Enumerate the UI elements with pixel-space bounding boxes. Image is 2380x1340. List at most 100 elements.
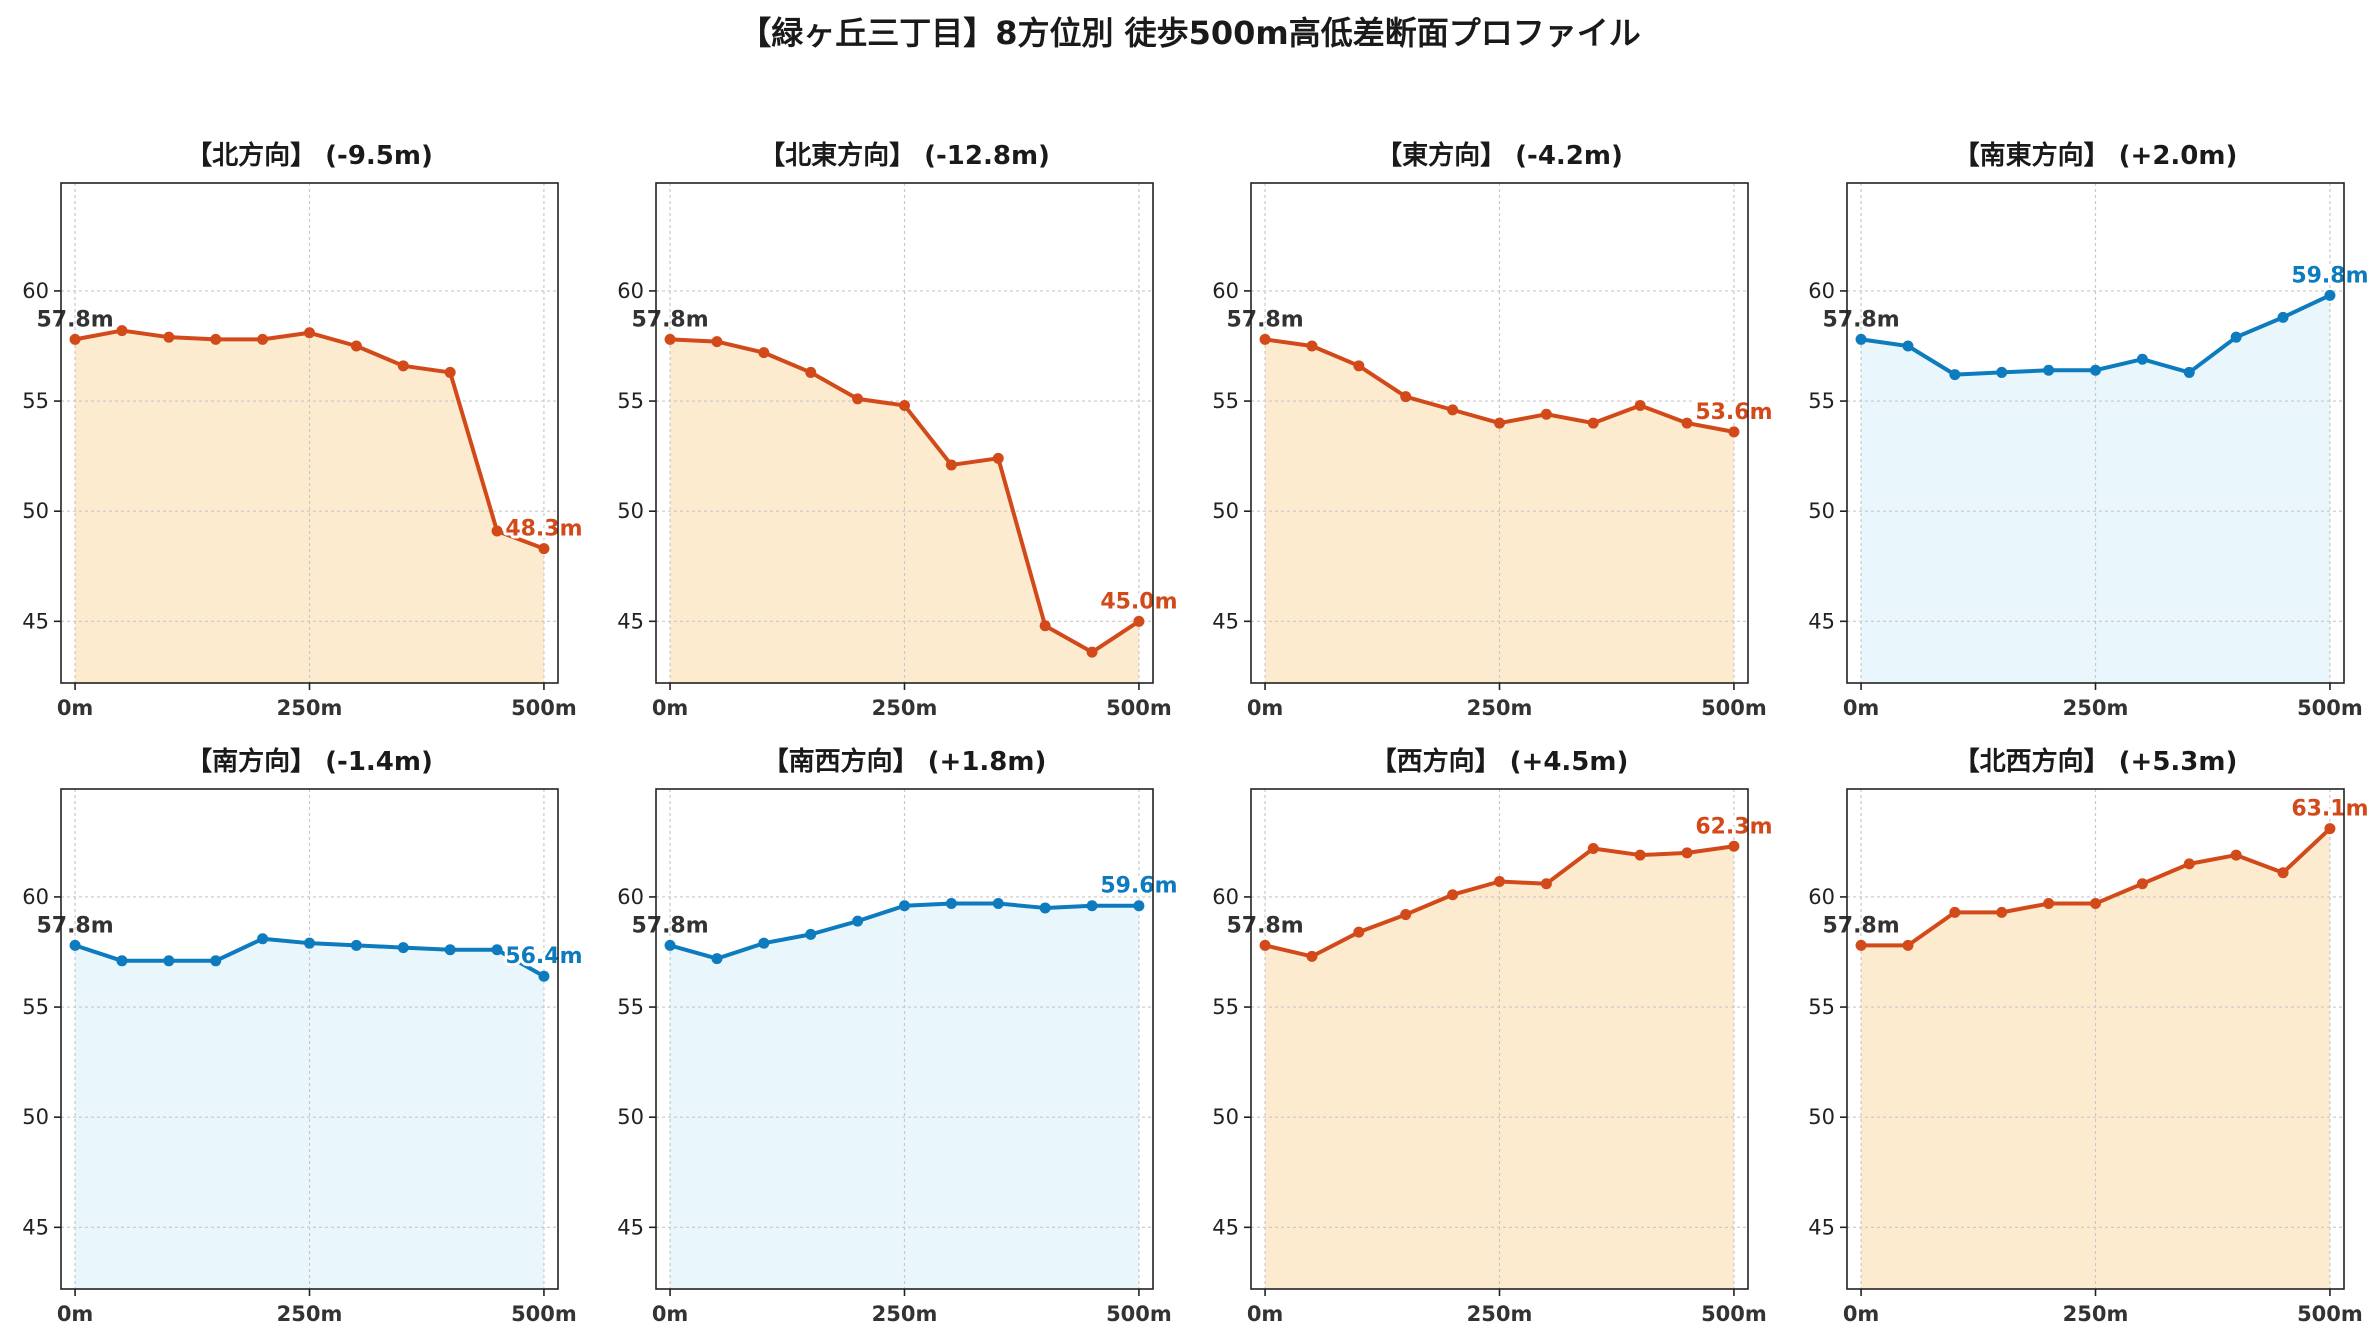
elevation-point — [1353, 926, 1365, 938]
elevation-point — [1400, 391, 1412, 403]
elevation-point — [69, 939, 81, 951]
y-tick-label: 45 — [1212, 609, 1239, 633]
elevation-point — [257, 333, 269, 345]
elevation-point — [491, 944, 503, 956]
elevation-point — [2090, 364, 2101, 376]
start-elevation-label: 57.8m — [36, 307, 113, 332]
x-tick-label: 500m — [1106, 1302, 1172, 1326]
elevation-area — [1861, 828, 2330, 1289]
x-tick-label: 250m — [872, 696, 938, 720]
y-tick-label: 50 — [1808, 1105, 1835, 1129]
elevation-point — [397, 942, 409, 954]
y-tick-label: 50 — [22, 499, 49, 523]
panel-title: 【北東方向】 (-12.8m) — [759, 140, 1050, 171]
end-elevation-label-halo: 53.6m — [1695, 400, 1772, 425]
elevation-point — [257, 933, 269, 945]
y-tick-label: 60 — [1212, 885, 1239, 909]
elevation-point — [1086, 646, 1098, 658]
end-elevation-label-halo: 59.6m — [1100, 874, 1177, 899]
elevation-point — [664, 333, 676, 345]
start-elevation-label: 57.8m — [36, 913, 113, 938]
elevation-point — [116, 955, 128, 967]
elevation-point — [1086, 900, 1098, 912]
end-elevation-label: 45.0m — [1100, 589, 1177, 614]
elevation-point — [2230, 849, 2242, 861]
elevation-point — [1447, 404, 1459, 416]
y-tick-label: 45 — [22, 609, 49, 633]
x-tick-label: 250m — [2063, 1302, 2129, 1326]
elevation-point — [210, 955, 222, 967]
panel-title: 【西方向】 (+4.5m) — [1371, 746, 1629, 777]
elevation-point — [1540, 878, 1552, 890]
y-tick-label: 55 — [1808, 389, 1835, 413]
elevation-point — [1133, 615, 1145, 627]
y-tick-label: 55 — [617, 389, 644, 413]
elevation-point — [1996, 906, 2008, 918]
elevation-point — [1306, 340, 1318, 352]
elevation-point — [1949, 369, 1961, 381]
x-tick-label: 500m — [511, 1302, 577, 1326]
y-tick-label: 50 — [22, 1105, 49, 1129]
elevation-point — [2277, 311, 2289, 323]
end-elevation-label-halo: 56.4m — [505, 944, 582, 969]
elevation-point — [1259, 939, 1271, 951]
y-tick-label: 50 — [1212, 499, 1239, 523]
end-elevation-label-halo: 63.1m — [2291, 797, 2368, 822]
x-tick-label: 250m — [277, 1302, 343, 1326]
y-tick-label: 55 — [1212, 995, 1239, 1019]
x-tick-label: 500m — [2297, 696, 2363, 720]
elevation-point — [538, 543, 550, 555]
end-elevation-label-halo: 45.0m — [1100, 589, 1177, 614]
panel-title: 【南東方向】 (+2.0m) — [1954, 140, 2238, 171]
elevation-point — [1902, 939, 1914, 951]
start-elevation-label: 57.8m — [631, 307, 708, 332]
end-elevation-label: 56.4m — [505, 944, 582, 969]
elevation-point — [992, 898, 1004, 910]
start-elevation-label: 57.8m — [631, 913, 708, 938]
elevation-point — [491, 525, 503, 537]
y-tick-label: 45 — [1212, 1215, 1239, 1239]
elevation-point — [1587, 417, 1599, 429]
y-tick-label: 50 — [617, 1105, 644, 1129]
elevation-point — [758, 347, 770, 359]
elevation-point — [1353, 360, 1365, 372]
elevation-point — [350, 939, 362, 951]
x-tick-label: 0m — [1843, 1302, 1880, 1326]
y-tick-label: 55 — [22, 995, 49, 1019]
elevation-point — [2324, 823, 2336, 835]
elevation-point — [1400, 909, 1412, 921]
elevation-point — [163, 331, 175, 343]
elevation-point — [1728, 840, 1740, 852]
elevation-point — [397, 360, 409, 372]
elevation-point — [1949, 906, 1961, 918]
elevation-point — [304, 327, 315, 339]
elevation-point — [711, 953, 723, 965]
elevation-point — [2043, 364, 2055, 376]
elevation-area — [75, 330, 544, 683]
start-elevation-label: 57.8m — [1226, 913, 1303, 938]
elevation-point — [852, 393, 864, 405]
elevation-point — [1447, 889, 1459, 901]
start-elevation-label: 57.8m — [1226, 307, 1303, 332]
x-tick-label: 500m — [1106, 696, 1172, 720]
elevation-point — [2183, 858, 2195, 870]
elevation-point — [758, 937, 770, 949]
elevation-point — [2136, 353, 2148, 365]
x-tick-label: 0m — [57, 1302, 94, 1326]
end-elevation-label: 59.6m — [1100, 874, 1177, 899]
x-tick-label: 500m — [2297, 1302, 2363, 1326]
start-elevation-label: 57.8m — [1822, 307, 1899, 332]
elevation-point — [1494, 876, 1505, 888]
y-tick-label: 55 — [617, 995, 644, 1019]
y-tick-label: 45 — [22, 1215, 49, 1239]
start-elevation-label: 57.8m — [1822, 913, 1899, 938]
end-elevation-label: 59.8m — [2291, 263, 2368, 288]
elevation-point — [1855, 333, 1867, 345]
elevation-point — [1259, 333, 1271, 345]
elevation-point — [1133, 900, 1145, 912]
